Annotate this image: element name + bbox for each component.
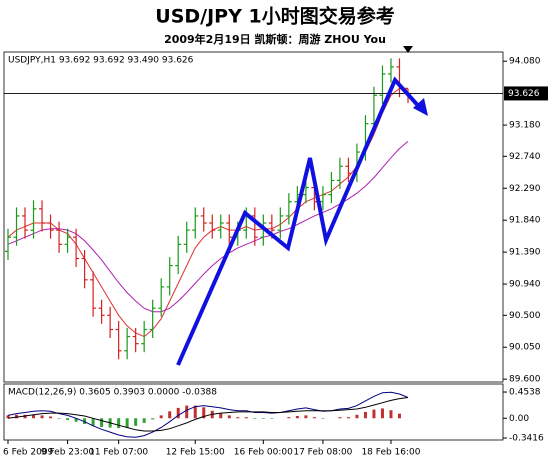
price-panel <box>3 51 504 383</box>
macd-histogram-bar <box>295 415 299 419</box>
x-tick-label: 12 Feb 15:00 <box>166 448 225 458</box>
macd-histogram-bar <box>23 414 27 419</box>
macd-histogram-bar <box>372 409 376 419</box>
chart-title: USD/JPY 1小时图交易参考 <box>155 5 394 28</box>
macd-histogram-bar <box>338 417 342 419</box>
y-tick-label: 89.600 <box>509 375 541 385</box>
macd-histogram-bar <box>32 414 36 419</box>
macd-histogram-bar <box>142 418 146 423</box>
x-tick-label: 9 Feb 23:00 <box>41 448 95 458</box>
current-price-box <box>504 86 548 101</box>
macd-histogram-bar <box>134 418 138 426</box>
macd-histogram-bar <box>219 413 223 419</box>
macd-label: MACD(12,26,9) 0.3605 0.3903 0.0000 -0.03… <box>8 388 217 398</box>
x-tick-label: 11 Feb 07:00 <box>89 448 148 458</box>
y-tick-label: 90.940 <box>509 280 541 290</box>
macd-histogram-bar <box>227 415 231 419</box>
macd-histogram-bar <box>15 414 19 419</box>
macd-histogram-bar <box>100 418 104 427</box>
macd-histogram-bar <box>253 418 257 419</box>
y-tick-label: -0.3416 <box>509 434 544 444</box>
x-tick-label: 18 Feb 16:00 <box>361 448 420 458</box>
x-tick-label: 17 Feb 08:00 <box>293 448 352 458</box>
macd-histogram-bar <box>74 418 78 422</box>
macd-histogram-bar <box>355 414 359 419</box>
macd-histogram-bar <box>346 417 350 419</box>
y-tick-label: 0.00 <box>509 414 529 424</box>
x-tick-label: 6 Feb 2009 <box>3 448 54 458</box>
macd-histogram-bar <box>6 415 10 419</box>
macd-histogram-bar <box>389 410 393 419</box>
y-tick-label: 0.4538 <box>509 388 541 398</box>
macd-histogram-bar <box>49 416 53 419</box>
macd-histogram-bar <box>312 417 316 419</box>
macd-histogram-bar <box>57 418 61 419</box>
current-price-label: 93.626 <box>508 89 540 99</box>
y-tick-label: 90.050 <box>509 343 541 353</box>
macd-histogram-bar <box>193 405 197 419</box>
macd-histogram-bar <box>236 417 240 419</box>
macd-line <box>7 397 409 432</box>
y-tick-label: 91.840 <box>509 216 541 226</box>
macd-histogram-bar <box>363 411 367 419</box>
macd-histogram-bar <box>159 415 163 419</box>
macd-panel <box>3 383 504 441</box>
macd-histogram-bar <box>176 407 180 419</box>
macd-histogram-bar <box>117 418 121 429</box>
y-tick-label: 91.390 <box>509 248 541 258</box>
y-tick-label: 93.180 <box>509 121 541 131</box>
macd-histogram-bar <box>270 418 274 419</box>
macd-histogram-bar <box>66 418 70 421</box>
price-header: USDJPY,H1 93.692 93.692 93.490 93.626 <box>8 56 194 66</box>
macd-histogram-bar <box>244 417 248 419</box>
trend-arrow <box>413 98 428 116</box>
moving-average <box>7 87 408 338</box>
macd-histogram-bar <box>168 411 172 419</box>
macd-histogram-bar <box>185 405 189 419</box>
trend-annotation <box>176 76 424 366</box>
macd-histogram-bar <box>151 418 155 420</box>
macd-histogram-bar <box>91 418 95 426</box>
chart-subtitle: 2009年2月19日 凯斯顿：周游 ZHOU You <box>164 32 386 46</box>
macd-histogram-bar <box>125 418 129 428</box>
y-tick-label: 90.500 <box>509 311 541 321</box>
y-tick-label: 92.740 <box>509 152 541 162</box>
macd-histogram-bar <box>202 407 206 419</box>
y-tick-label: 94.080 <box>509 57 541 67</box>
plot-layer: 94.080 93.180 92.740 92.290 91.840 91.390 90.9… <box>3 57 548 458</box>
marker <box>403 46 413 53</box>
macd-histogram-bar <box>397 413 401 419</box>
macd-line <box>7 391 409 438</box>
macd-histogram-bar <box>304 415 308 419</box>
macd-histogram-bar <box>287 417 291 419</box>
macd-histogram-bar <box>40 415 44 419</box>
x-tick-label: 16 Feb 00:00 <box>234 448 293 458</box>
macd-histogram-bar <box>380 408 384 419</box>
macd-histogram-bar <box>261 418 265 419</box>
macd-histogram-bar <box>321 418 325 419</box>
y-tick-label: 92.290 <box>509 184 541 194</box>
